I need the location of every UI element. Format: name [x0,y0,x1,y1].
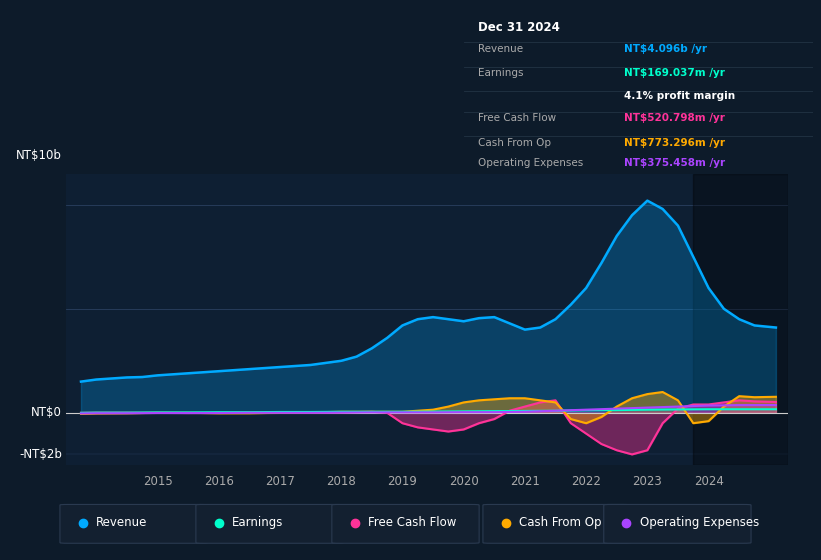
FancyBboxPatch shape [332,505,479,543]
Text: NT$4.096b /yr: NT$4.096b /yr [624,44,708,54]
Text: Revenue: Revenue [478,44,523,54]
FancyBboxPatch shape [196,505,343,543]
Text: -NT$2b: -NT$2b [19,448,62,461]
Text: Earnings: Earnings [478,68,523,78]
Text: Operating Expenses: Operating Expenses [478,157,583,167]
Text: Free Cash Flow: Free Cash Flow [478,113,556,123]
Text: Cash From Op: Cash From Op [519,516,602,529]
Text: NT$520.798m /yr: NT$520.798m /yr [624,113,725,123]
Text: 4.1% profit margin: 4.1% profit margin [624,91,736,101]
FancyBboxPatch shape [483,505,631,543]
Text: NT$0: NT$0 [31,407,62,419]
Text: NT$169.037m /yr: NT$169.037m /yr [624,68,725,78]
Text: Cash From Op: Cash From Op [478,138,551,148]
Text: NT$375.458m /yr: NT$375.458m /yr [624,157,726,167]
Text: Operating Expenses: Operating Expenses [640,516,759,529]
Text: Free Cash Flow: Free Cash Flow [368,516,456,529]
Text: NT$773.296m /yr: NT$773.296m /yr [624,138,726,148]
Text: Earnings: Earnings [232,516,283,529]
Text: Dec 31 2024: Dec 31 2024 [478,21,560,34]
FancyBboxPatch shape [60,505,207,543]
Bar [693,174,788,465]
FancyBboxPatch shape [603,505,751,543]
Text: Revenue: Revenue [96,516,148,529]
Text: NT$10b: NT$10b [16,149,62,162]
